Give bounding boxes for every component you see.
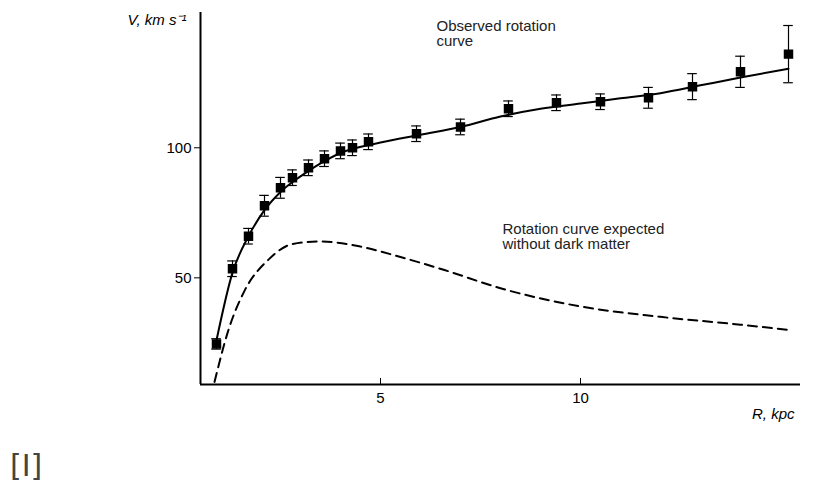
svg-text:V, km s⁻¹: V, km s⁻¹	[128, 11, 187, 28]
svg-text:50: 50	[175, 269, 192, 286]
svg-text:10: 10	[572, 389, 589, 406]
html-text:[I]: [I]	[10, 448, 43, 483]
svg-text:5: 5	[376, 389, 384, 406]
svg-text:Rotation curve expectedwithout: Rotation curve expectedwithout dark matt…	[502, 220, 665, 252]
svg-text:100: 100	[166, 139, 191, 156]
svg-text:R, kpc: R, kpc	[752, 405, 795, 422]
svg-text:Observed rotationcurve: Observed rotationcurve	[437, 17, 556, 49]
